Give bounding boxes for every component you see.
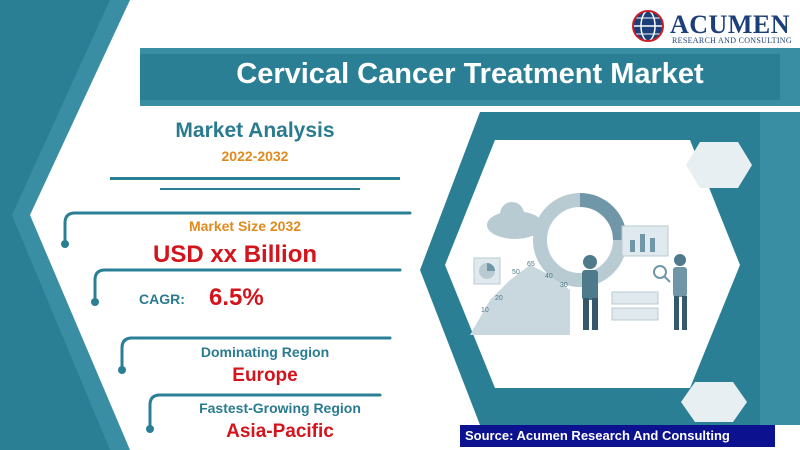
logo-brand: ACUMEN [670, 10, 790, 39]
title-banner [140, 48, 800, 106]
cagr-label: CAGR: [139, 291, 185, 307]
market-size-value: USD xx Billion [152, 241, 318, 268]
section-heading: Market Analysis [175, 119, 335, 142]
cagr-value: 6.5% [209, 284, 264, 311]
fastest-region-value: Asia-Pacific [226, 421, 334, 442]
hexagon-decoration [686, 142, 752, 188]
dominating-region-value: Europe [232, 365, 298, 386]
source-note: Source: Acumen Research And Consulting [460, 425, 775, 447]
magnifier-icon [653, 265, 667, 279]
fastest-region-label: Fastest-Growing Region [199, 400, 361, 416]
acumen-logo: ACUMEN RESEARCH AND CONSULTING [630, 6, 800, 46]
chart-label: 65 [527, 261, 535, 268]
chart-label: 20 [495, 295, 503, 302]
globe-icon [632, 10, 664, 42]
hexagon-decoration [681, 382, 747, 422]
divider [110, 177, 400, 180]
page-title: Cervical Cancer Treatment Market [236, 58, 704, 90]
chart-label: 30 [560, 282, 568, 289]
logo-tagline: RESEARCH AND CONSULTING [672, 36, 792, 45]
chart-label: 50 [512, 269, 520, 276]
chart-label: 10 [481, 307, 489, 314]
chart-label: 40 [545, 273, 553, 280]
period-label: 2022-2032 [221, 148, 289, 164]
divider [160, 188, 360, 190]
dominating-region-label: Dominating Region [200, 344, 330, 360]
market-size-label: Market Size 2032 [188, 218, 302, 234]
